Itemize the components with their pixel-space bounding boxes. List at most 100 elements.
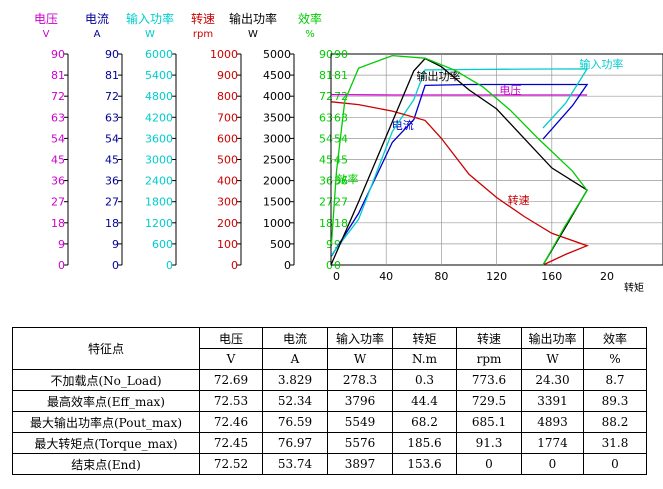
axis-tick-label: 4800: [145, 90, 173, 103]
axis-tick-label: 45: [319, 154, 333, 167]
plot-y-tick-label: 36: [334, 175, 348, 188]
x-tick-label: 40: [379, 270, 393, 283]
axis-tick-label: 90: [105, 48, 119, 61]
axis-tick-label: 500: [270, 238, 291, 251]
axis-tick-label: 5000: [263, 48, 291, 61]
column-unit: N.m: [392, 348, 457, 370]
axis-tick-label: 0: [231, 259, 238, 272]
axis-tick-label: 18: [319, 217, 333, 230]
row-label: 不加载点(No_Load): [12, 369, 200, 391]
table-cell: 3796: [327, 390, 393, 412]
axis-tick-label: 45: [105, 154, 119, 167]
table-cell: 685.1: [456, 411, 522, 433]
axis-tick-label: 0: [284, 259, 291, 272]
axis-unit: rpm: [193, 29, 213, 40]
axis-unit: %: [305, 29, 315, 40]
row-label: 最高效率点(Eff_max): [12, 390, 200, 412]
axis-unit: V: [43, 29, 50, 40]
axis-title: 输出功率: [229, 11, 277, 26]
axis-tick-label: 9: [58, 238, 65, 251]
table-cell: 0.3: [392, 369, 457, 391]
series-label: 电流: [392, 118, 414, 132]
axis-tick-label: 54: [319, 132, 333, 145]
table-row: 结束点(End) 72.52 53.74 3897 153.6 0 0 0: [12, 453, 647, 475]
axis-tick-label: 90: [319, 48, 333, 61]
table-cell: 0: [521, 453, 584, 475]
axis-tick-label: 0: [326, 259, 333, 272]
axis-title: 电流: [85, 12, 109, 26]
series-line: [331, 101, 589, 266]
x-tick-label: 20: [600, 270, 614, 283]
table-cell: 4893: [521, 411, 584, 433]
plot-y-tick-label: 81: [334, 69, 348, 82]
axis-tick-label: 18: [105, 217, 119, 230]
table-cell: 31.8: [583, 432, 647, 454]
axis-tick-label: 4200: [145, 111, 173, 124]
axis-tick-label: 300: [217, 196, 238, 209]
table-cell: 5576: [327, 432, 393, 454]
series-label: 电压: [499, 84, 521, 97]
axis-tick-label: 81: [51, 69, 65, 82]
axis-tick-label: 45: [51, 154, 65, 167]
x-tick-label: 0: [333, 270, 340, 283]
axis-tick-label: 1800: [145, 196, 173, 209]
table-cell: 3391: [521, 390, 584, 412]
axis-tick-label: 700: [217, 111, 238, 124]
table-cell: 89.3: [583, 390, 647, 412]
column-header: 电流: [262, 327, 328, 349]
axis-tick-label: 27: [105, 196, 119, 209]
table-cell: 44.4: [392, 390, 457, 412]
series-line: [330, 68, 589, 256]
characteristic-points-table: 特征点 电压 电流 输入功率 转矩 转速 输出功率 效率 V A W N.m r…: [12, 327, 647, 475]
axis-title: 转速: [191, 11, 215, 26]
axis-unit: W: [248, 29, 258, 40]
x-tick-label: 120: [486, 270, 507, 283]
series-label: 效率: [337, 172, 359, 186]
x-tick-label: 80: [434, 270, 448, 283]
axis-unit: W: [145, 29, 155, 40]
axis-tick-label: 0: [112, 259, 119, 272]
axis-tick-label: 81: [105, 69, 119, 82]
axis-tick-label: 0: [166, 259, 173, 272]
table-cell: 3.829: [262, 369, 328, 391]
axis-tick-label: 600: [152, 238, 173, 251]
table-cell: 773.6: [456, 369, 522, 391]
axis-tick-label: 9: [112, 238, 119, 251]
column-header: 输入功率: [327, 327, 393, 349]
axis-tick-label: 36: [105, 175, 119, 188]
plot-y-tick-label: 45: [334, 154, 348, 167]
plot-y-tick-label: 63: [334, 111, 348, 124]
axis-tick-label: 100: [217, 238, 238, 251]
column-unit: rpm: [456, 348, 522, 370]
axis-tick-label: 90: [51, 48, 65, 61]
axis-tick-label: 36: [51, 175, 65, 188]
axis-tick-label: 1000: [263, 217, 291, 230]
table-row: 最大转矩点(Torque_max) 72.45 76.97 5576 185.6…: [12, 432, 647, 454]
table-cell: 53.74: [262, 453, 328, 475]
series-line: [330, 83, 589, 257]
x-tick-label: 160: [541, 270, 562, 283]
series-label: 输入功率: [579, 57, 623, 71]
table-cell: 24.30: [521, 369, 584, 391]
axis-tick-label: 9: [326, 238, 333, 251]
performance-chart: 电压V90817263544536271890电流A90817263544536…: [34, 11, 663, 294]
axis-unit: A: [94, 29, 101, 40]
table-cell: 278.3: [327, 369, 393, 391]
row-label: 最大输出功率点(Pout_max): [12, 411, 200, 433]
axis-tick-label: 200: [217, 217, 238, 230]
plot-y-tick-label: 90: [334, 48, 348, 61]
plot-y-tick-label: 0: [334, 259, 341, 272]
row-label: 结束点(End): [12, 453, 200, 475]
axis-title: 输入功率: [126, 11, 174, 26]
table-cell: 88.2: [583, 411, 647, 433]
table-row: 最高效率点(Eff_max) 72.53 52.34 3796 44.4 729…: [12, 390, 647, 412]
table-cell: 52.34: [262, 390, 328, 412]
table-row: 不加载点(No_Load) 72.69 3.829 278.3 0.3 773.…: [12, 369, 647, 391]
axis-tick-label: 4000: [263, 90, 291, 103]
axis-tick-label: 0: [58, 259, 65, 272]
table-cell: 72.46: [199, 411, 263, 433]
column-header: 输出功率: [521, 327, 584, 349]
row-label: 最大转矩点(Torque_max): [12, 432, 200, 454]
table-cell: 729.5: [456, 390, 522, 412]
series-label: 转速: [508, 193, 530, 207]
